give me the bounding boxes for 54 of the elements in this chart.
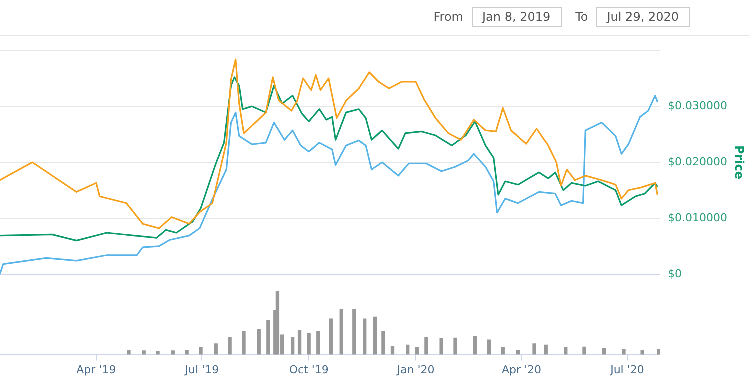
text: To [576, 10, 588, 24]
bar [415, 347, 419, 355]
y-tick-label: $0 [668, 267, 682, 280]
bar [487, 340, 492, 355]
bar [316, 332, 320, 355]
text: From [434, 10, 464, 24]
bar [156, 351, 160, 355]
bar [199, 347, 203, 355]
bar [382, 332, 386, 355]
bar [242, 332, 246, 355]
bar [266, 320, 270, 355]
x-tick-label: Jan '20 [396, 363, 435, 376]
text: Jan 8, 2019 [472, 7, 562, 27]
bar [373, 316, 378, 355]
bar [228, 337, 232, 355]
bar [532, 344, 536, 355]
bar [185, 350, 189, 355]
bar [640, 350, 644, 355]
bar [454, 338, 458, 355]
bar [501, 347, 505, 355]
bar [544, 344, 548, 355]
bar [340, 309, 344, 355]
bar [307, 333, 311, 355]
bar [424, 337, 428, 355]
bar [257, 328, 261, 355]
text: Jul 29, 2020 [596, 7, 690, 27]
bar [406, 344, 410, 355]
x-tick-label: Jul '20 [610, 363, 644, 376]
bar [390, 346, 395, 355]
x-tick-label: Jul '19 [184, 363, 220, 376]
bar [602, 348, 606, 355]
bar [329, 318, 333, 355]
bar [622, 349, 626, 355]
y-tick-label: $0.020000 [668, 155, 728, 168]
bar [127, 350, 131, 355]
x-tick-label: Apr '20 [502, 363, 542, 376]
bar [276, 291, 280, 355]
bar [363, 318, 367, 355]
bar [352, 309, 356, 355]
bar [473, 336, 478, 355]
bar [582, 346, 586, 355]
bar [290, 337, 295, 355]
y-axis-title: Price [732, 145, 747, 180]
bar [214, 344, 218, 355]
x-tick-label: Oct '19 [289, 363, 329, 376]
bar [142, 350, 146, 355]
bar [564, 347, 568, 355]
bar [657, 349, 660, 355]
y-tick-label: $0.010000 [668, 211, 728, 224]
bar [171, 350, 175, 355]
bar [298, 330, 302, 355]
x-tick-label: Apr '19 [76, 363, 116, 376]
bar [440, 338, 444, 355]
y-tick-label: $0.030000 [668, 99, 728, 112]
